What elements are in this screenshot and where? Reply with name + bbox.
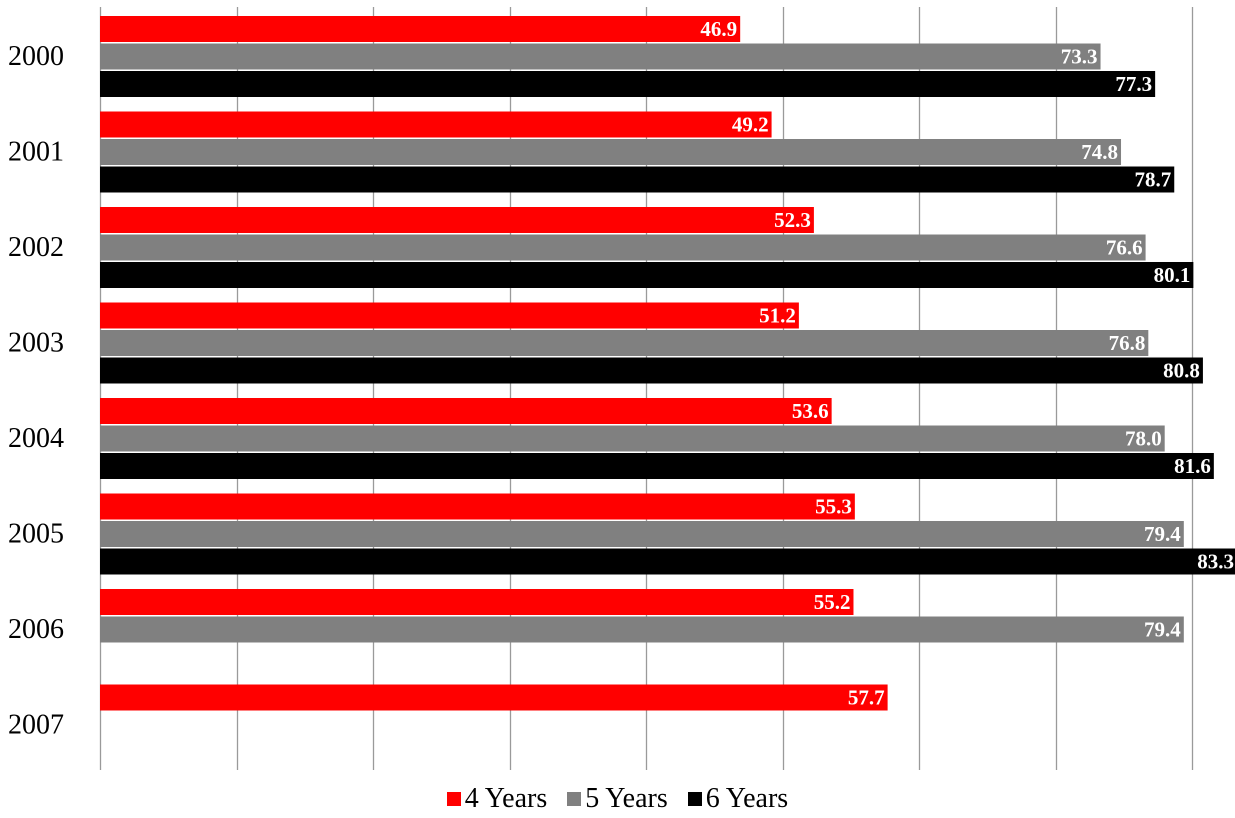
bar-4-years-2007 [100,684,888,711]
data-label-6-years-2001: 78.7 [1135,168,1172,192]
bar-5-years-2002 [100,234,1146,261]
data-label-5-years-2003: 76.8 [1109,331,1146,355]
bar-6-years-2001 [100,166,1175,193]
data-label-5-years-2006: 79.4 [1144,618,1181,642]
category-label-2007: 2007 [8,709,64,740]
bar-4-years-2005 [100,493,855,520]
legend-label-6-years: 6 Years [705,783,789,814]
data-label-5-years-2005: 79.4 [1144,522,1181,546]
bar-4-years-2003 [100,302,799,329]
category-label-2006: 2006 [8,614,64,645]
bar-5-years-2004 [100,425,1165,452]
bar-4-years-2006 [100,589,854,615]
data-label-4-years-2006: 55.2 [814,590,851,614]
bar-6-years-2000 [100,71,1156,97]
data-label-5-years-2002: 76.6 [1106,236,1143,260]
bar-6-years-2004 [100,453,1214,479]
legend-item-5-years: 5 Years [567,783,668,814]
legend-label-4-years: 4 Years [464,783,548,814]
data-label-4-years-2003: 51.2 [759,304,796,328]
data-label-4-years-2001: 49.2 [732,113,769,137]
bar-4-years-2004 [100,398,832,424]
data-label-5-years-2001: 74.8 [1081,140,1118,164]
data-label-5-years-2004: 78.0 [1125,427,1162,451]
bar-6-years-2002 [100,262,1194,288]
bar-5-years-2006 [100,616,1184,643]
legend-swatch-6-years [687,792,702,806]
data-label-4-years-2007: 57.7 [848,686,885,710]
category-label-2000: 2000 [8,41,64,72]
data-label-6-years-2004: 81.6 [1174,454,1211,478]
data-label-4-years-2004: 53.6 [792,399,829,423]
data-label-6-years-2000: 77.3 [1115,72,1152,96]
legend-item-6-years: 6 Years [687,783,789,814]
bar-5-years-2000 [100,43,1101,70]
bar-5-years-2003 [100,330,1149,356]
data-label-5-years-2000: 73.3 [1061,45,1098,69]
data-label-4-years-2000: 46.9 [700,17,737,41]
legend: 4 Years 5 Years 6 Years [0,785,1235,813]
data-label-6-years-2005: 83.3 [1197,550,1234,574]
data-label-4-years-2005: 55.3 [815,495,852,519]
data-label-6-years-2002: 80.1 [1154,263,1191,287]
category-label-2003: 2003 [8,327,64,358]
bar-6-years-2005 [100,548,1235,575]
category-label-2001: 2001 [8,136,64,167]
bar-4-years-2000 [100,16,741,42]
legend-label-5-years: 5 Years [585,783,668,814]
bar-5-years-2001 [100,139,1122,165]
legend-swatch-5-years [567,792,582,806]
legend-item-4-years: 4 Years [446,783,548,814]
category-label-2005: 2005 [8,518,64,549]
category-label-2004: 2004 [8,423,64,454]
category-label-2002: 2002 [8,232,64,263]
data-label-6-years-2003: 80.8 [1163,359,1200,383]
bar-6-years-2003 [100,357,1203,384]
data-label-4-years-2002: 52.3 [774,208,811,232]
bar-chart: 46.9 73.3 77.3 2000 49.2 74.8 78.7 2001 52.3 76.6… [8,7,1235,770]
legend-swatch-4-years [446,792,461,806]
bar-5-years-2005 [100,521,1184,547]
bar-4-years-2002 [100,207,814,233]
bar-4-years-2001 [100,111,772,138]
